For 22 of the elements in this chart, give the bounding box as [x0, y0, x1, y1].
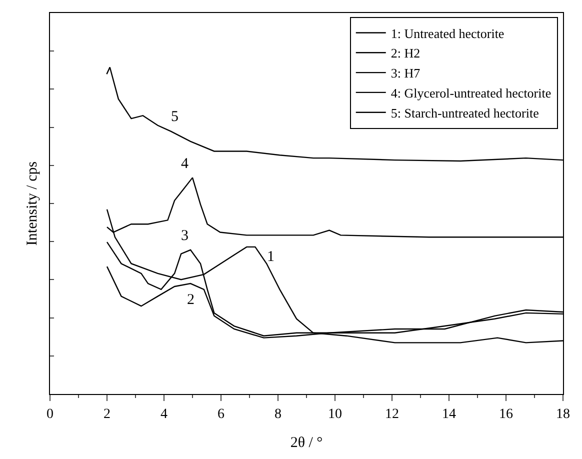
x-tick-label: 12 [385, 406, 399, 422]
annotation: 4 [181, 156, 189, 172]
legend-label: 5: Starch-untreated hectorite [390, 105, 540, 120]
x-tick-label: 0 [46, 406, 54, 422]
x-tick-label: 16 [499, 406, 513, 422]
x-axis-title: 2θ / ° [290, 434, 323, 451]
x-tick-label: 2 [104, 406, 110, 422]
legend-label: 3: H7 [390, 66, 421, 81]
annotation: 2 [187, 292, 194, 308]
x-tick-label: 8 [274, 406, 282, 422]
x-tick-label: 6 [218, 406, 224, 422]
x-tick-label: 10 [328, 406, 342, 422]
annotation: 1 [267, 249, 274, 265]
legend-label: 2: H2 [390, 46, 420, 61]
legend-label: 1: Untreated hectorite [390, 26, 504, 41]
x-tick-label: 18 [556, 406, 570, 422]
annotation: 3 [181, 228, 188, 244]
legend-label: 4: Glycerol-untreated hectorite [390, 86, 552, 101]
x-tick-label: 14 [442, 406, 456, 422]
x-tick-label: 4 [160, 406, 168, 422]
annotation: 5 [171, 109, 178, 125]
y-axis-title: Intensity / cps [24, 161, 40, 246]
